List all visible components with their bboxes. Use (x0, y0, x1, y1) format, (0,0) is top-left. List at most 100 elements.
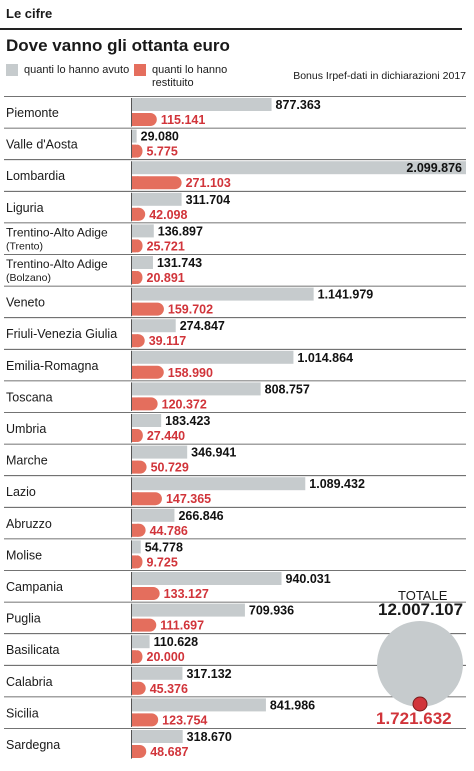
bar-restituito-square-end (132, 713, 139, 727)
region-label: Marche (6, 454, 48, 468)
source-note: Bonus Irpef-dati in dichiarazioni 2017 (293, 70, 466, 82)
value-label-avuto: 318.670 (187, 730, 232, 744)
value-label-restituito: 120.372 (162, 397, 207, 411)
value-label-avuto: 877.363 (276, 98, 321, 112)
bar-restituito-square-end (132, 113, 139, 126)
totals-label: TOTALE (398, 588, 448, 603)
value-label-restituito: 115.141 (161, 113, 206, 127)
bar-avuto (132, 572, 282, 585)
value-label-restituito: 50.729 (151, 461, 189, 475)
value-label-avuto: 131.743 (157, 256, 202, 270)
region-label: Friuli-Venezia Giulia (6, 327, 117, 341)
bar-restituito-square-end (132, 302, 139, 316)
total-restituito-circle (412, 696, 428, 712)
bar-avuto (132, 256, 153, 269)
value-label-restituito: 111.697 (160, 619, 204, 633)
bar-restituito (132, 713, 159, 727)
value-label-avuto: 317.132 (186, 667, 231, 681)
bar-restituito-square-end (132, 397, 139, 411)
bar-restituito-square-end (132, 681, 139, 695)
bar-avuto (132, 382, 261, 396)
value-label-restituito: 45.376 (150, 682, 188, 696)
bar-restituito (132, 587, 160, 600)
value-label-avuto: 1.014.864 (297, 351, 353, 365)
region-label: Trentino-Alto Adige (6, 257, 108, 271)
value-label-avuto: 940.031 (286, 572, 331, 586)
region-label: Piemonte (6, 106, 59, 120)
bar-avuto (132, 730, 183, 743)
section-kicker: Le cifre (6, 6, 53, 21)
value-label-avuto: 2.099.876 (406, 161, 462, 175)
value-label-restituito: 9.725 (147, 555, 178, 569)
region-sublabel: (Bolzano) (6, 272, 51, 284)
legend-swatch-avuto (6, 64, 18, 76)
value-label-restituito: 133.127 (164, 587, 209, 601)
value-label-restituito: 123.754 (162, 713, 207, 727)
value-label-restituito: 271.103 (186, 176, 231, 190)
bar-restituito-square-end (132, 365, 139, 379)
value-label-avuto: 1.141.979 (318, 288, 374, 302)
bar-avuto (132, 603, 245, 617)
region-label: Molise (6, 548, 42, 562)
value-label-avuto: 29.080 (141, 130, 179, 144)
totals-circle-graphic (377, 621, 463, 712)
legend-avuto: quanti lo hanno avuto (6, 64, 132, 77)
region-label: Basilicata (6, 643, 60, 657)
region-label: Puglia (6, 612, 41, 626)
value-label-avuto: 346.941 (191, 446, 236, 460)
bar-restituito (132, 302, 164, 316)
total-avuto-circle (377, 621, 463, 707)
bar-avuto (132, 508, 175, 522)
bar-restituito (132, 176, 182, 190)
region-label: Sicilia (6, 706, 39, 720)
value-label-restituito: 48.687 (150, 745, 188, 759)
value-label-avuto: 274.847 (180, 319, 225, 333)
value-label-avuto: 841.986 (270, 698, 315, 712)
bar-avuto (132, 98, 272, 111)
bar-avuto (132, 666, 183, 680)
bar-restituito-square-end (132, 239, 137, 253)
bar-chart: Piemonte 877.363 115.141 Valle d'Aosta 29.08… (4, 96, 466, 759)
bar-restituito-square-end (132, 334, 139, 348)
bar-restituito-square-end (132, 207, 139, 221)
bar-avuto (132, 540, 141, 554)
bar-avuto (132, 287, 314, 301)
value-label-restituito: 20.000 (147, 650, 185, 664)
bar-restituito-square-end (132, 650, 136, 664)
legend-label-restituito: quanti lo hanno restituito (152, 64, 228, 89)
bar-restituito-square-end (132, 523, 139, 537)
value-label-avuto: 1.089.432 (309, 477, 365, 491)
value-label-avuto: 709.936 (249, 604, 294, 618)
top-rule (0, 28, 462, 30)
value-label-restituito: 147.365 (166, 492, 211, 506)
legend-swatch-restituito (134, 64, 146, 76)
value-label-restituito: 20.891 (147, 271, 185, 285)
region-label: Liguria (6, 201, 44, 215)
region-label: Abruzzo (6, 517, 52, 531)
bar-restituito-square-end (132, 745, 139, 758)
totals-restituito-value: 1.721.632 (376, 709, 452, 728)
value-label-avuto: 136.897 (158, 224, 203, 238)
value-label-avuto: 808.757 (265, 382, 310, 396)
bar-avuto (132, 635, 150, 649)
bar-restituito-square-end (132, 618, 139, 632)
value-label-avuto: 311.704 (186, 193, 231, 207)
region-label: Veneto (6, 296, 45, 310)
region-label: Trentino-Alto Adige (6, 225, 108, 239)
region-label: Toscana (6, 390, 53, 404)
bar-restituito-square-end (132, 144, 136, 158)
region-label: Valle d'Aosta (6, 138, 78, 152)
value-label-restituito: 158.990 (168, 366, 213, 380)
bar-avuto (132, 129, 137, 143)
bar-restituito (132, 365, 164, 379)
bar-avuto (132, 698, 266, 712)
value-label-avuto: 54.778 (145, 540, 183, 554)
value-label-restituito: 44.786 (150, 524, 188, 538)
value-label-restituito: 39.117 (149, 334, 187, 348)
legend-label-avuto: quanti lo hanno avuto (24, 64, 130, 76)
bar-avuto (132, 445, 188, 459)
totals-avuto-value: 12.007.107 (378, 600, 464, 619)
bar-avuto (132, 161, 466, 175)
value-label-restituito: 5.775 (147, 145, 178, 159)
legend-restituito: quanti lo hanno restituito (134, 64, 258, 90)
